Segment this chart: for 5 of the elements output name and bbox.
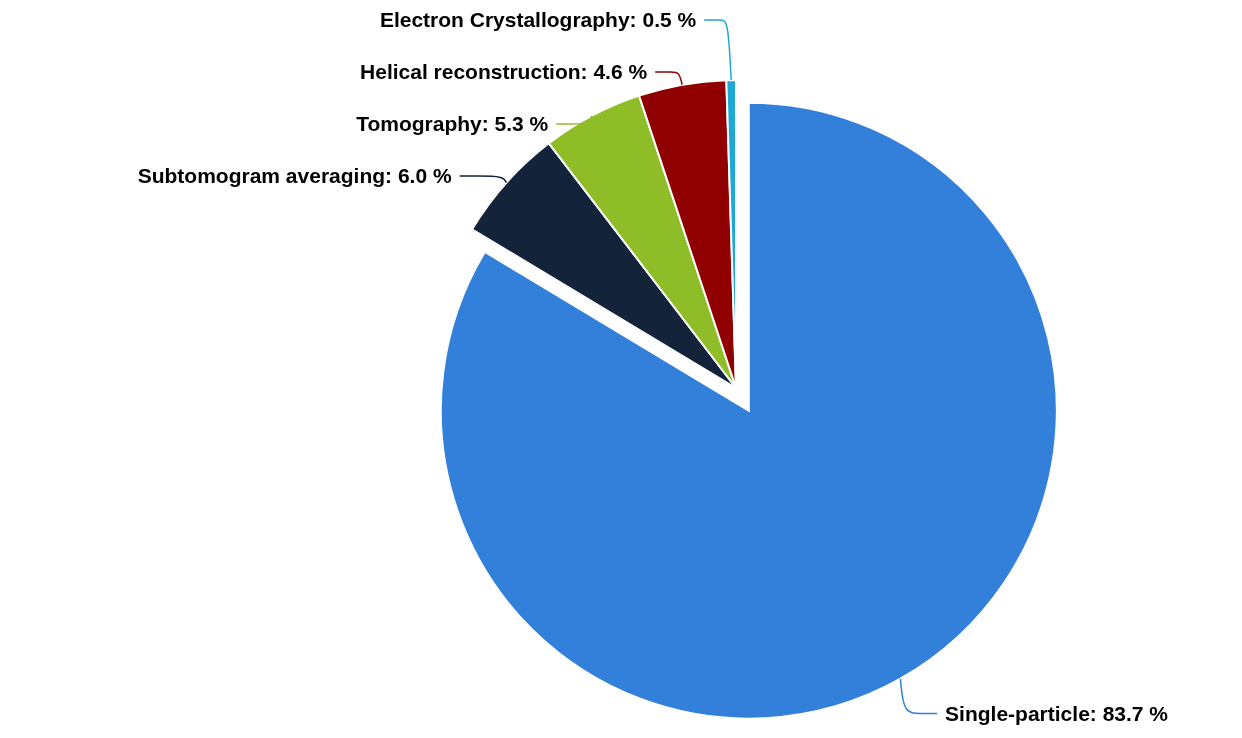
- slice-label: Helical reconstruction: 4.6 %: [360, 60, 648, 84]
- slice-label: Tomography: 5.3 %: [356, 112, 549, 136]
- slice-label: Single-particle: 83.7 %: [945, 701, 1169, 725]
- slice-label: Electron Crystallography: 0.5 %: [379, 8, 697, 32]
- slice-label: Subtomogram averaging: 6.0 %: [137, 164, 452, 188]
